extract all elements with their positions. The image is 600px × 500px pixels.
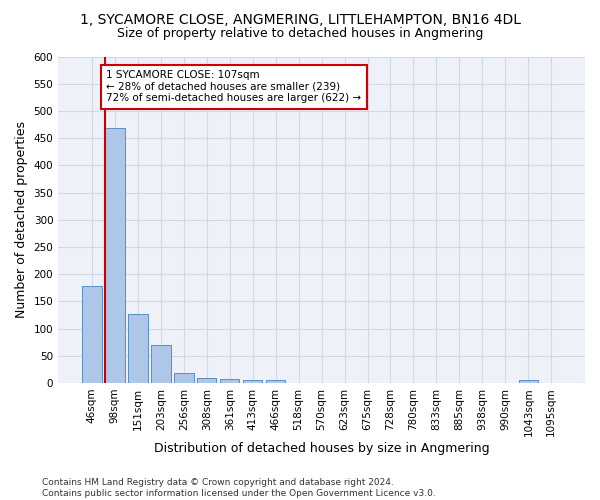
Bar bbox=[174, 373, 194, 383]
Text: Size of property relative to detached houses in Angmering: Size of property relative to detached ho… bbox=[117, 28, 483, 40]
Bar bbox=[518, 380, 538, 383]
Text: 1, SYCAMORE CLOSE, ANGMERING, LITTLEHAMPTON, BN16 4DL: 1, SYCAMORE CLOSE, ANGMERING, LITTLEHAMP… bbox=[79, 12, 521, 26]
Bar bbox=[197, 378, 217, 383]
X-axis label: Distribution of detached houses by size in Angmering: Distribution of detached houses by size … bbox=[154, 442, 490, 455]
Bar bbox=[243, 380, 262, 383]
Bar bbox=[220, 379, 239, 383]
Text: 1 SYCAMORE CLOSE: 107sqm
← 28% of detached houses are smaller (239)
72% of semi-: 1 SYCAMORE CLOSE: 107sqm ← 28% of detach… bbox=[106, 70, 361, 103]
Bar bbox=[82, 286, 101, 383]
Bar bbox=[105, 128, 125, 383]
Y-axis label: Number of detached properties: Number of detached properties bbox=[15, 121, 28, 318]
Text: Contains HM Land Registry data © Crown copyright and database right 2024.
Contai: Contains HM Land Registry data © Crown c… bbox=[42, 478, 436, 498]
Bar bbox=[151, 345, 170, 383]
Bar bbox=[266, 380, 286, 383]
Bar bbox=[128, 314, 148, 383]
